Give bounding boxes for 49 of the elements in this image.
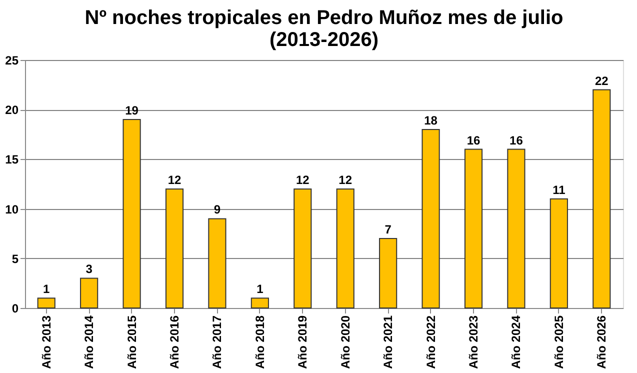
x-tick-label: Año 2022	[424, 315, 438, 369]
data-label: 12	[338, 172, 352, 187]
data-label: 1	[43, 282, 50, 296]
bar	[592, 89, 611, 308]
x-tick-label: Año 2025	[552, 315, 566, 369]
bar	[464, 148, 483, 308]
x-tick-label: Año 2014	[82, 315, 96, 369]
y-tick-label: 15	[5, 152, 19, 167]
x-tick-label: Año 2024	[509, 315, 524, 369]
bar	[208, 218, 226, 308]
y-tick-label: 20	[5, 103, 19, 118]
data-label: 16	[510, 133, 524, 148]
chart-title: Nº noches tropicales en Pedro Muñoz mes de julio (2013-2026)	[84, 7, 564, 51]
data-label: 12	[296, 172, 310, 187]
data-label: 3	[86, 262, 93, 276]
y-tick-label: 10	[5, 202, 19, 216]
bar	[165, 188, 184, 308]
bar	[422, 128, 440, 308]
bar	[336, 188, 354, 308]
bar	[294, 188, 312, 308]
data-label: 22	[594, 74, 609, 88]
bar	[250, 298, 269, 308]
bar	[550, 198, 568, 308]
bar	[122, 119, 141, 308]
y-tick-label: 0	[12, 302, 19, 316]
data-label: 18	[424, 113, 438, 128]
data-label: 1	[256, 282, 264, 296]
data-label: 7	[384, 222, 392, 237]
x-tick-label: Año 2020	[338, 315, 352, 369]
x-tick-label: Año 2023	[466, 315, 480, 369]
x-tick-label: Año 2019	[296, 315, 310, 369]
bar	[80, 278, 98, 308]
x-tick-label: Año 2018	[252, 315, 267, 369]
x-tick-label: Año 2015	[124, 315, 139, 369]
bar	[507, 148, 526, 308]
bar	[37, 298, 56, 308]
data-label: 16	[466, 133, 480, 148]
x-tick-label: Año 2013	[39, 315, 54, 369]
data-label: 11	[552, 182, 566, 197]
data-label: 12	[168, 172, 182, 187]
data-label: 9	[214, 202, 221, 217]
x-tick-label: Año 2021	[381, 315, 396, 369]
x-tick-label: Año 2017	[210, 315, 224, 369]
data-label: 19	[125, 104, 139, 118]
x-tick-label: Año 2026	[594, 315, 609, 369]
x-tick-label: Año 2016	[168, 315, 182, 369]
y-tick-label: 25	[5, 54, 19, 68]
bar	[379, 238, 398, 308]
y-tick-label: 5	[12, 252, 19, 266]
